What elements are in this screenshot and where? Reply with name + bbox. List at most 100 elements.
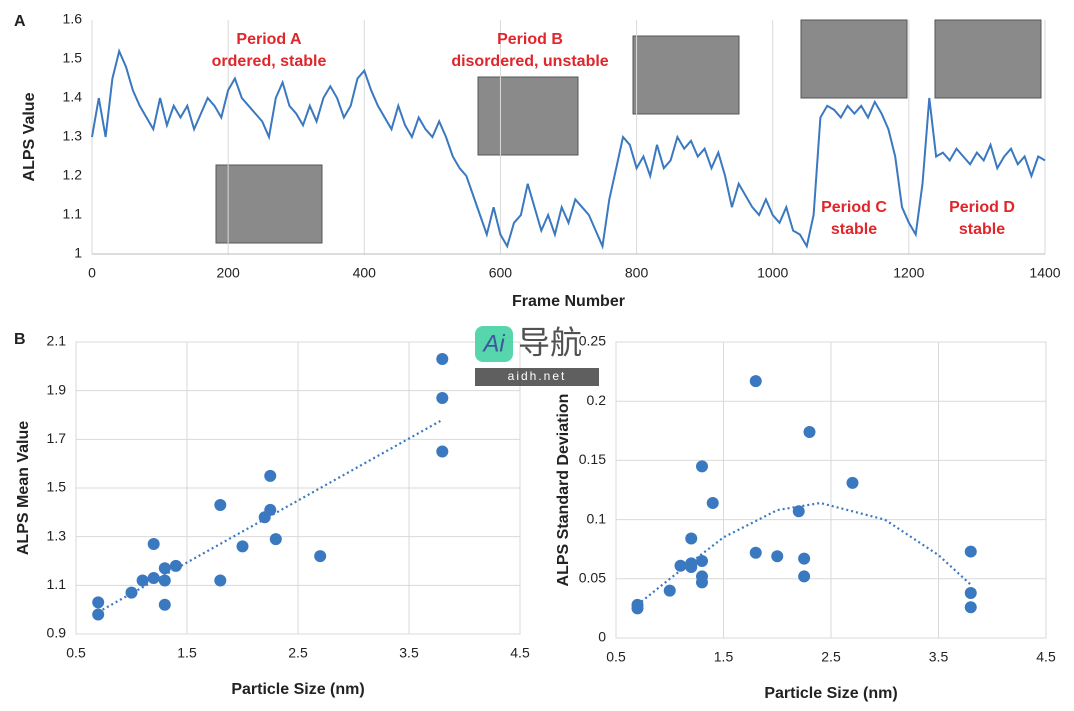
data-point [964, 587, 977, 600]
data-point [749, 375, 762, 388]
data-point [92, 596, 105, 609]
x-tick-label: 4.5 [510, 645, 530, 661]
data-point [749, 546, 762, 559]
x-tick-label: 1200 [893, 265, 924, 281]
panel-label: B [14, 331, 26, 348]
data-point [436, 445, 449, 458]
period-annotation: stable [959, 221, 1005, 238]
data-point [136, 574, 149, 587]
x-tick-label: 0.5 [66, 645, 86, 661]
y-tick-label: 0.9 [47, 625, 67, 641]
data-point [169, 559, 182, 572]
y-tick-label: 1.5 [63, 50, 83, 66]
period-annotation: disordered, unstable [451, 53, 608, 70]
inset-image [215, 164, 323, 244]
data-point [214, 574, 227, 587]
x-tick-label: 0.5 [606, 649, 626, 665]
x-tick-label: 0 [88, 265, 96, 281]
y-axis-title: ALPS Value [21, 92, 38, 181]
trend-line [97, 418, 443, 614]
x-tick-label: 3.5 [929, 649, 949, 665]
data-point [846, 476, 859, 489]
insets [215, 19, 1042, 244]
data-point [264, 503, 277, 516]
data-point [236, 540, 249, 553]
y-tick-label: 1.3 [63, 128, 83, 144]
inset-image [477, 76, 579, 156]
y-tick-label: 0.25 [579, 333, 606, 349]
data-point [696, 460, 708, 473]
watermark-logo: Ai [481, 330, 505, 357]
y-tick-label: 1.5 [47, 479, 67, 495]
y-tick-label: 1.4 [63, 89, 83, 105]
watermark-url: aidh.net [508, 369, 567, 383]
data-point [214, 499, 227, 512]
y-tick-label: 0.15 [579, 451, 606, 467]
data-point [663, 584, 676, 597]
y-tick-label: 0.05 [579, 570, 606, 586]
x-tick-label: 3.5 [399, 645, 419, 661]
x-axis-title: Particle Size (nm) [231, 681, 364, 698]
period-annotation: Period D [949, 199, 1015, 216]
y-axis-title: ALPS Mean Value [15, 421, 32, 555]
data-point [436, 353, 449, 366]
data-point [92, 608, 105, 621]
x-tick-label: 1.5 [714, 649, 734, 665]
x-tick-label: 1000 [757, 265, 788, 281]
watermark-url-bg [475, 368, 599, 386]
watermark-title: 导航 [518, 324, 582, 360]
y-tick-label: 1.1 [63, 206, 83, 222]
inset-image [934, 19, 1042, 99]
period-annotation: ordered, stable [212, 53, 327, 70]
chart-1: 0.5 1.5 2.5 3.5 4.5 0.9 1.1 1.3 1.5 1.7 1.9 2.1 Part… [14, 331, 530, 698]
data-point [964, 545, 977, 558]
data-point [706, 497, 719, 510]
x-axis-title: Frame Number [512, 293, 625, 310]
x-tick-label: 800 [625, 265, 649, 281]
period-annotation: Period C [821, 199, 887, 216]
data-point [674, 559, 687, 572]
x-tick-label: 1400 [1029, 265, 1060, 281]
inset-image [800, 19, 908, 99]
x-tick-label: 4.5 [1036, 649, 1056, 665]
data-point [269, 533, 282, 546]
data-point [696, 576, 708, 589]
data-point [125, 586, 138, 599]
data-point [631, 602, 644, 615]
y-tick-label: 0.1 [587, 510, 607, 526]
data-point [964, 601, 977, 614]
x-tick-label: 1.5 [177, 645, 197, 661]
y-tick-label: 1 [74, 245, 82, 261]
period-annotation: Period A [236, 31, 302, 48]
data-point [798, 570, 811, 583]
x-tick-label: 400 [353, 265, 377, 281]
x-tick-label: 2.5 [821, 649, 841, 665]
x-axis-title: Particle Size (nm) [764, 685, 897, 702]
data-point [158, 598, 171, 611]
data-point [158, 574, 171, 587]
data-point [792, 505, 805, 518]
y-tick-label: 1.2 [63, 167, 83, 183]
chart-0: 0 200 400 600 800 1000 1200 1400 1 1.1 1.2 1.3 1.4 1.… [14, 11, 1061, 311]
trend-line [636, 501, 972, 606]
period-annotation: stable [831, 221, 877, 238]
data-point [771, 550, 784, 563]
data-line [91, 48, 1046, 250]
x-tick-label: 2.5 [288, 645, 308, 661]
data-point [436, 391, 449, 404]
y-tick-label: 1.9 [47, 381, 67, 397]
data-point [158, 562, 171, 575]
y-tick-label: 1.1 [47, 576, 67, 592]
y-tick-label: 1.3 [47, 527, 67, 543]
chart-2: 0.5 1.5 2.5 3.5 4.5 0 0.05 0.1 0.15 0.2 0.25 Partic… [555, 333, 1056, 703]
watermark: Ai 导航 aidh.net [475, 324, 599, 386]
y-tick-label: 1.6 [63, 11, 83, 27]
period-annotation: Period B [497, 31, 563, 48]
x-tick-label: 600 [489, 265, 513, 281]
data-point [803, 425, 816, 438]
y-tick-label: 0.2 [587, 392, 607, 408]
inset-image [632, 35, 740, 115]
data-point [685, 560, 698, 573]
data-point [147, 537, 160, 550]
